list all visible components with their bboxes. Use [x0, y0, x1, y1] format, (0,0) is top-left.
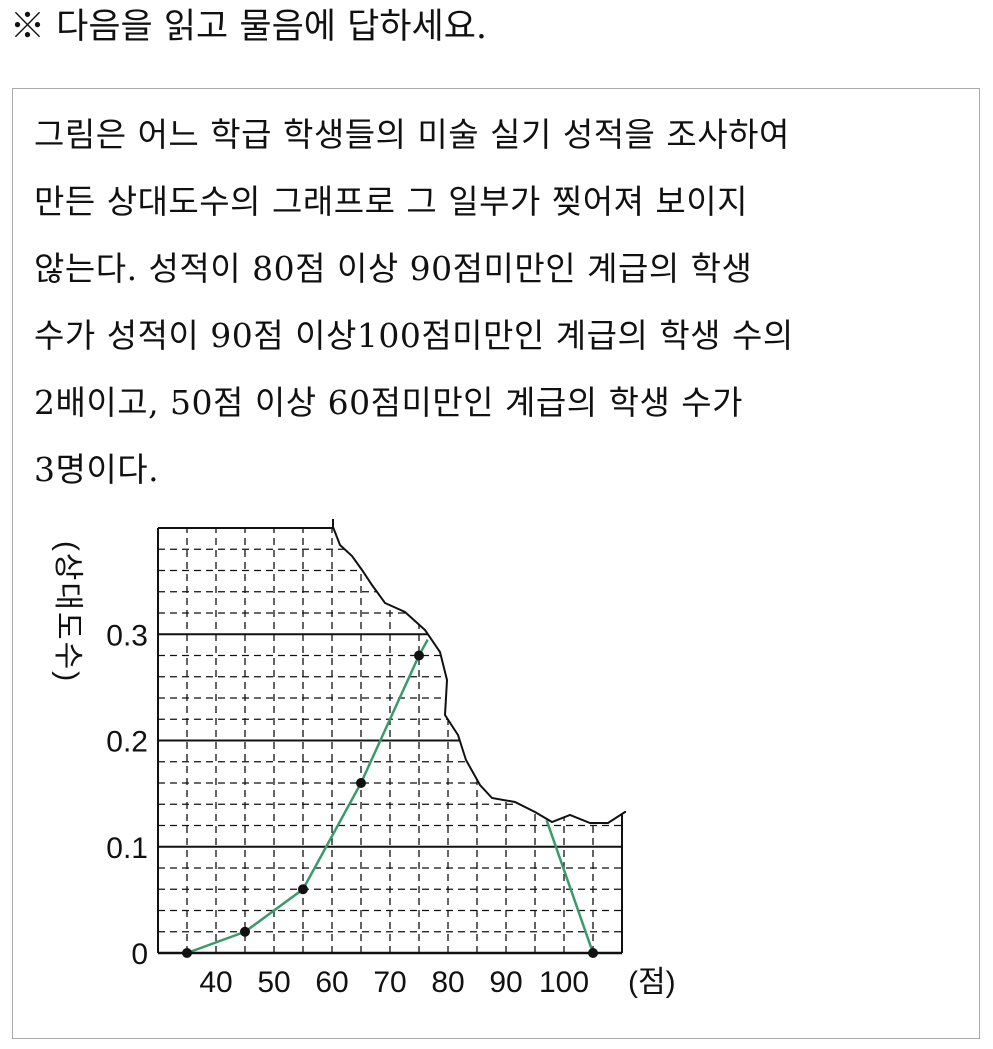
y-axis-label: (상대도수): [51, 541, 84, 683]
x-axis-label: (점): [628, 966, 676, 999]
problem-line-2: 만든 상대도수의 그래프로 그 일부가 찢어져 보이지: [34, 182, 748, 221]
polygon-segment-left: [186, 638, 429, 955]
y-tick-label: 0.1: [106, 832, 148, 865]
y-tick-label: 0.3: [106, 619, 148, 652]
data-point: [240, 926, 250, 937]
x-tick-label: 60: [315, 966, 348, 999]
data-point: [298, 884, 308, 895]
tear-mask: [626, 500, 666, 830]
instruction-title: ※ 다음을 읽고 물음에 답하세요.: [10, 7, 488, 47]
problem-line-5: 2배이고, 50점 이상 60점미만인 계급의 학생 수가: [34, 383, 744, 422]
problem-line-3: 않는다. 성적이 80점 이상 90점미만인 계급의 학생: [34, 249, 753, 288]
problem-line-4: 수가 성적이 90점 이상100점미만인 계급의 학생 수의: [34, 316, 794, 355]
data-point: [414, 650, 424, 661]
data-point: [356, 778, 366, 788]
problem-box: [12, 88, 980, 1039]
x-tick-label: 100: [539, 966, 589, 999]
polygon-segment-right: [545, 819, 595, 954]
tear-mask: [334, 500, 644, 526]
x-tick-label: 90: [489, 966, 522, 999]
torn-region: [332, 519, 641, 824]
x-tick-label: 40: [199, 966, 232, 999]
y-tick-label: 0: [131, 938, 148, 971]
x-tick-label: 80: [431, 966, 464, 999]
y-tick-label: 0.2: [106, 726, 148, 759]
problem-line-6: 3명이다.: [34, 450, 160, 489]
axes: 0 0.1 0.2 0.3 40 50 60 70 80 90 100: [106, 500, 666, 999]
x-tick-label: 50: [257, 966, 290, 999]
x-tick-label: 70: [373, 966, 406, 999]
problem-line-1: 그림은 어느 학급 학생들의 미술 실기 성적을 조사하여: [34, 115, 790, 154]
